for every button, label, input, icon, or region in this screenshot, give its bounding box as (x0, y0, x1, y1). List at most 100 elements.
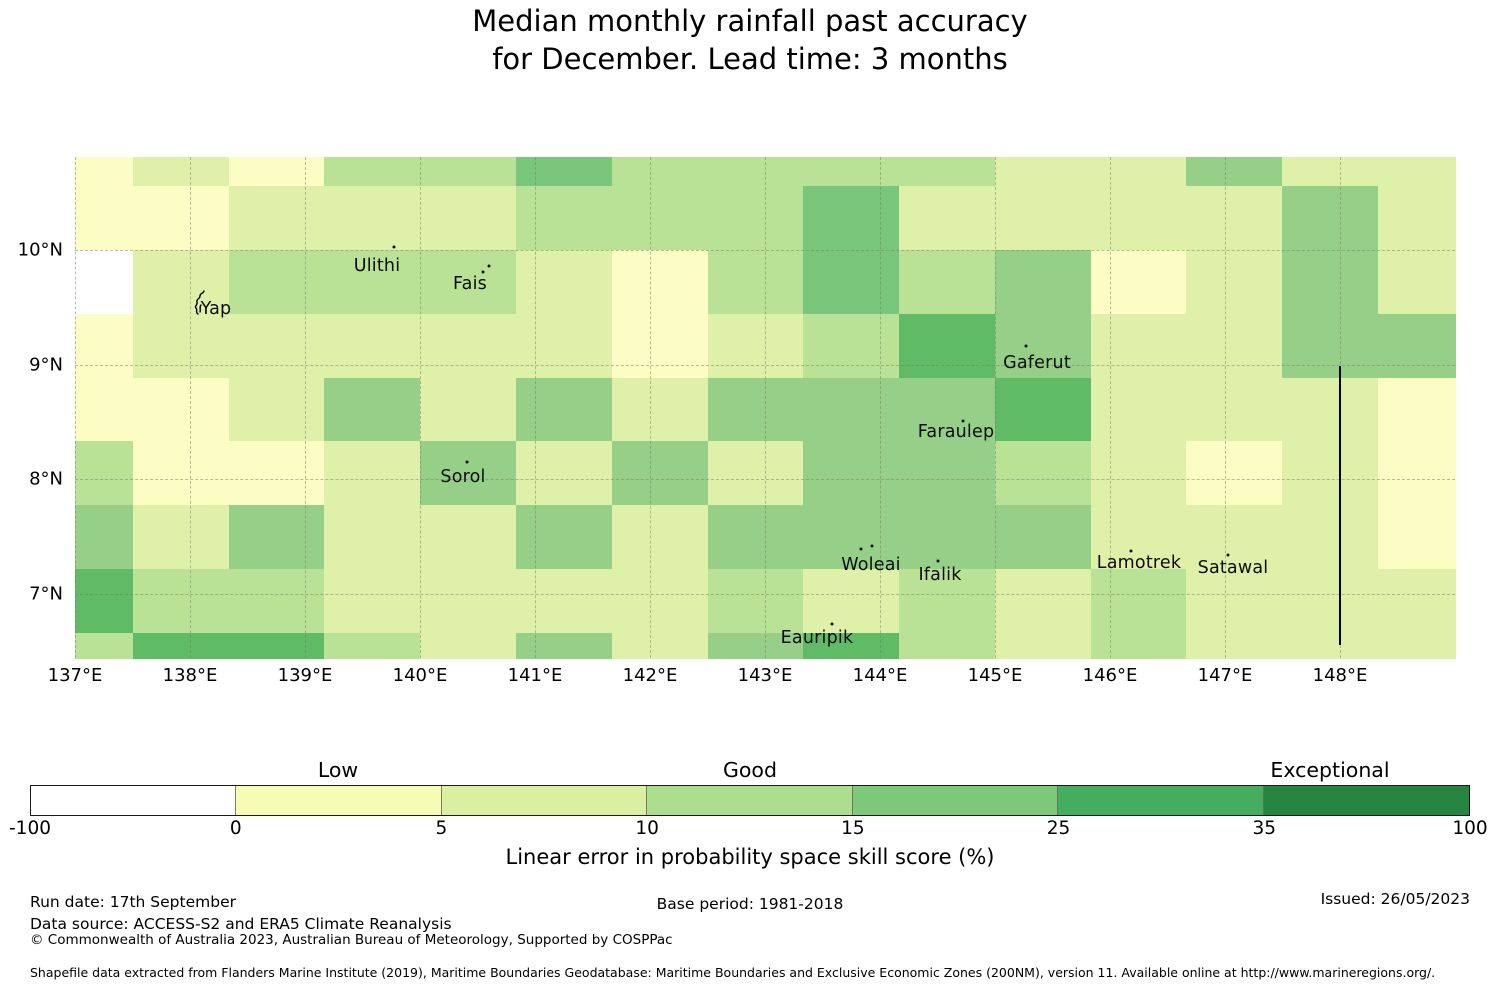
heatmap-cell (1090, 250, 1188, 315)
colorbar-tick-label: -100 (9, 818, 51, 839)
colorbar-category-label: Exceptional (1270, 758, 1390, 782)
colorbar-segment (1058, 786, 1264, 815)
heatmap-cell (132, 632, 230, 659)
heatmap-cell (1378, 377, 1456, 443)
x-axis-tick-label: 139°E (277, 664, 333, 686)
island-label-sorol: Sorol (440, 467, 486, 487)
heatmap-cell (420, 186, 517, 251)
issued-date-text: Issued: 26/05/2023 (1320, 890, 1470, 908)
island-label-gaferut: Gaferut (1003, 353, 1071, 373)
heatmap-cell (132, 505, 230, 570)
heatmap-cell (1090, 632, 1188, 659)
base-period-text: Base period: 1981-2018 (656, 895, 844, 913)
heatmap-cell (324, 156, 421, 187)
colorbar-segment (852, 786, 1059, 815)
heatmap-cell (1186, 632, 1283, 659)
heatmap-cell (1186, 441, 1283, 506)
heatmap-cell (803, 186, 900, 251)
heatmap-cell (611, 186, 709, 251)
heatmap-cell (707, 505, 804, 570)
x-axis-tick-label: 143°E (737, 664, 793, 686)
y-axis-tick-label: 10°N (17, 239, 63, 261)
heatmap-cell (1378, 569, 1456, 634)
y-axis-tick-label: 9°N (29, 354, 63, 376)
heatmap-cell (228, 569, 325, 634)
eez-boundary-line (1339, 366, 1341, 645)
colorbar-axis-label: Linear error in probability space skill … (505, 845, 995, 869)
heatmap-cell (611, 313, 709, 379)
heatmap-cell (324, 186, 421, 251)
heatmap-cell (1282, 632, 1379, 659)
graticule-parallel (75, 250, 1455, 251)
heatmap-cell (1378, 250, 1456, 315)
graticule-meridian (650, 156, 651, 658)
heatmap-cell (899, 632, 996, 659)
island-marker-dot (870, 544, 874, 548)
island-label-fais: Fais (453, 274, 487, 294)
island-label-satawal: Satawal (1197, 558, 1269, 578)
heatmap-cell (1282, 186, 1379, 251)
heatmap-cell (803, 377, 900, 443)
heatmap-cell (324, 377, 421, 443)
heatmap-cell (75, 441, 134, 506)
heatmap-cell (515, 186, 613, 251)
y-axis-tick-label: 8°N (29, 468, 63, 490)
colorbar-segment (441, 786, 648, 815)
heatmap-cell (324, 441, 421, 506)
heatmap-cell (515, 441, 613, 506)
heatmap-cell (324, 569, 421, 634)
island-marker-dot (859, 547, 863, 551)
graticule-meridian (880, 156, 881, 658)
heatmap-cell (1090, 441, 1188, 506)
colorbar-tick-label: 35 (1252, 818, 1277, 839)
island-marker-dot (1226, 553, 1230, 557)
heatmap-cell (75, 156, 134, 187)
heatmap-cell (707, 250, 804, 315)
colorbar-tick-label: 10 (635, 818, 659, 839)
heatmap-cell (994, 156, 1092, 187)
heatmap-cell (994, 632, 1092, 659)
heatmap-cell (132, 569, 230, 634)
heatmap-cell (803, 569, 900, 634)
x-axis-tick-label: 138°E (162, 664, 218, 686)
heatmap-cell (899, 186, 996, 251)
chart-title-line2: for December. Lead time: 3 months (492, 42, 1008, 76)
island-marker-dot (481, 270, 485, 274)
heatmap-cell (611, 441, 709, 506)
island-label-ulithi: Ulithi (353, 256, 401, 276)
island-marker-dot (961, 419, 965, 423)
x-axis-tick-label: 140°E (392, 664, 448, 686)
colorbar-tick-label: 5 (435, 818, 448, 839)
island-marker-dot (1024, 344, 1028, 348)
heatmap-cell (1282, 441, 1379, 506)
graticule-meridian (190, 156, 191, 658)
heatmap-cell (707, 156, 804, 187)
island-label-faraulep: Faraulep (917, 422, 995, 442)
heatmap-cell (132, 441, 230, 506)
graticule-meridian (995, 156, 996, 658)
graticule-meridian (1225, 156, 1226, 658)
heatmap-cell (1282, 377, 1379, 443)
heatmap-cell (1186, 313, 1283, 379)
colorbar-segment (31, 786, 237, 815)
heatmap-cell (611, 156, 709, 187)
graticule-meridian (535, 156, 536, 658)
island-marker-dot (487, 264, 491, 268)
heatmap-cell (420, 156, 517, 187)
yap-island-glyph (194, 290, 205, 315)
heatmap-cell (611, 250, 709, 315)
heatmap-cell (1090, 505, 1188, 570)
heatmap-cell (803, 313, 900, 379)
colorbar-tick-label: 25 (1046, 818, 1071, 839)
chart-title-line1: Median monthly rainfall past accuracy (472, 4, 1028, 38)
graticule-meridian (765, 156, 766, 658)
heatmap-cell (420, 313, 517, 379)
heatmap-cell (228, 377, 325, 443)
x-axis-tick-label: 146°E (1082, 664, 1138, 686)
island-marker-dot (936, 559, 940, 563)
heatmap-cell (420, 569, 517, 634)
heatmap-cell (899, 313, 996, 379)
heatmap-cell (1090, 313, 1188, 379)
heatmap-cell (994, 377, 1092, 443)
